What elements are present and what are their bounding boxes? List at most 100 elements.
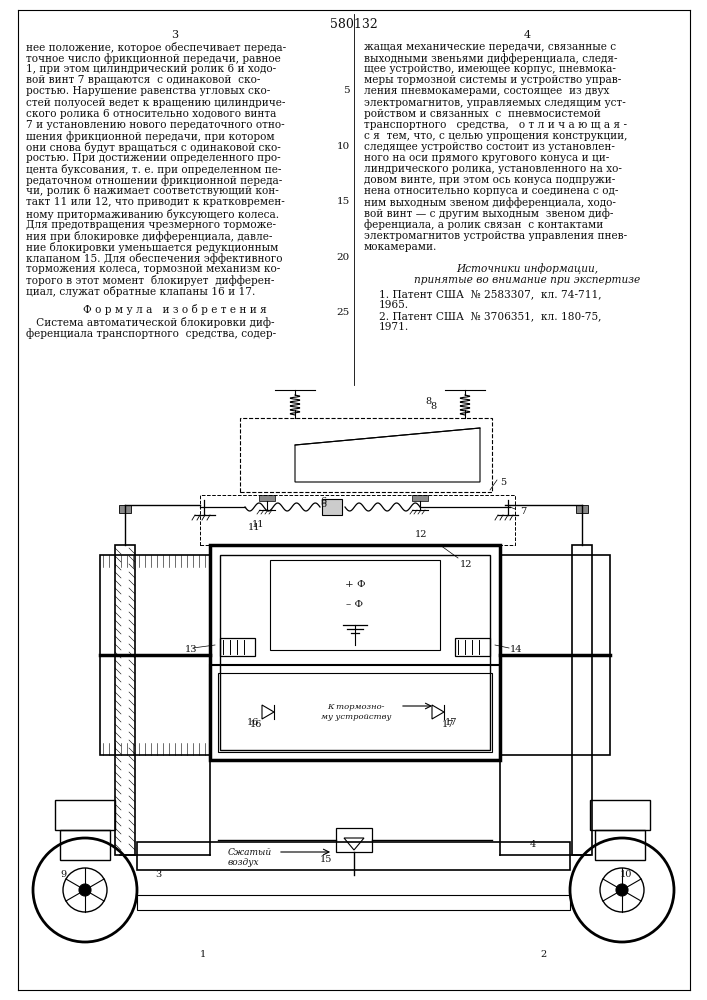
Text: циал, служат обратные клапаны 16 и 17.: циал, служат обратные клапаны 16 и 17. xyxy=(26,286,255,297)
Text: Система автоматической блокировки диф-: Система автоматической блокировки диф- xyxy=(26,317,274,328)
Bar xyxy=(220,638,255,656)
Text: клапаном 15. Для обеспечения эффективного: клапаном 15. Для обеспечения эффективног… xyxy=(26,253,283,264)
Text: ростью. При достижении определенного про-: ростью. При достижении определенного про… xyxy=(26,153,281,163)
Text: 1, при этом цилиндрический ролик 6 и ходо-: 1, при этом цилиндрический ролик 6 и ход… xyxy=(26,64,276,74)
Text: 13: 13 xyxy=(185,645,197,654)
Text: довом винте, при этом ось конуса подпружи-: довом винте, при этом ось конуса подпруж… xyxy=(364,175,615,185)
Text: нее положение, которое обеспечивает переда-: нее положение, которое обеспечивает пере… xyxy=(26,42,286,53)
Text: вой винт 7 вращаются  с одинаковой  ско-: вой винт 7 вращаются с одинаковой ско- xyxy=(26,75,260,85)
Text: торого в этот момент  блокирует  дифферен-: торого в этот момент блокирует дифферен- xyxy=(26,275,274,286)
Text: транспортного   средства,   о т л и ч а ю щ а я -: транспортного средства, о т л и ч а ю щ … xyxy=(364,120,627,130)
Text: 15: 15 xyxy=(337,197,350,206)
Text: 16: 16 xyxy=(247,718,259,727)
Text: 25: 25 xyxy=(337,308,350,317)
Text: воздух: воздух xyxy=(228,858,259,867)
Bar xyxy=(576,505,588,513)
Text: жащая механические передачи, связанные с: жащая механические передачи, связанные с xyxy=(364,42,616,52)
Text: электромагнитов устройства управления пнев-: электромагнитов устройства управления пн… xyxy=(364,231,627,241)
Text: 16: 16 xyxy=(250,720,262,729)
Text: Источники информации,: Источники информации, xyxy=(456,263,598,274)
Text: 2: 2 xyxy=(540,950,547,959)
Text: 17: 17 xyxy=(445,718,457,727)
Text: ления пневмокамерами, состоящее  из двух: ления пневмокамерами, состоящее из двух xyxy=(364,86,609,96)
Bar xyxy=(500,555,610,755)
Circle shape xyxy=(79,884,91,896)
Text: К тормозно-: К тормозно- xyxy=(327,703,385,711)
Text: ним выходным звеном дифференциала, ходо-: ним выходным звеном дифференциала, ходо- xyxy=(364,197,616,208)
Text: 5: 5 xyxy=(344,86,350,95)
Text: – Φ: – Φ xyxy=(346,600,363,609)
Text: 8: 8 xyxy=(430,402,436,411)
Text: 6: 6 xyxy=(320,497,326,506)
Bar xyxy=(240,418,492,492)
Bar xyxy=(137,842,570,870)
Bar xyxy=(210,545,500,760)
Text: щее устройство, имеющее корпус, пневмока-: щее устройство, имеющее корпус, пневмока… xyxy=(364,64,616,74)
Bar xyxy=(137,895,570,910)
Text: линдрического ролика, установленного на хо-: линдрического ролика, установленного на … xyxy=(364,164,622,174)
Text: такт 11 или 12, что приводит к кратковремен-: такт 11 или 12, что приводит к кратковре… xyxy=(26,197,285,207)
Text: 11: 11 xyxy=(248,523,260,532)
Text: стей полуосей ведет к вращению цилиндриче-: стей полуосей ведет к вращению цилиндрич… xyxy=(26,98,286,107)
Bar xyxy=(595,830,645,860)
Text: 3: 3 xyxy=(171,30,179,40)
Text: вой винт — с другим выходным  звеном диф-: вой винт — с другим выходным звеном диф- xyxy=(364,209,614,219)
Text: ростью. Нарушение равенства угловых ско-: ростью. Нарушение равенства угловых ско- xyxy=(26,86,270,96)
Text: с я  тем, что, с целью упрощения конструкции,: с я тем, что, с целью упрощения конструк… xyxy=(364,131,627,141)
Text: 12: 12 xyxy=(415,530,428,539)
Bar xyxy=(220,555,490,750)
Text: 10: 10 xyxy=(620,870,632,879)
Bar xyxy=(412,495,428,501)
Text: они снова будут вращаться с одинаковой ско-: они снова будут вращаться с одинаковой с… xyxy=(26,142,281,153)
Text: 2. Патент США  № 3706351,  кл. 180-75,: 2. Патент США № 3706351, кл. 180-75, xyxy=(379,311,602,321)
Text: 17: 17 xyxy=(442,720,455,729)
Text: цента буксования, т. е. при определенном пе-: цента буксования, т. е. при определенном… xyxy=(26,164,281,175)
Text: шения фрикционной передачи, при котором: шения фрикционной передачи, при котором xyxy=(26,131,274,142)
Bar xyxy=(259,495,275,501)
Text: + Φ: + Φ xyxy=(345,580,366,589)
Text: мокамерами.: мокамерами. xyxy=(364,242,438,252)
Text: Сжатый: Сжатый xyxy=(228,848,272,857)
Text: редаточном отношении фрикционной переда-: редаточном отношении фрикционной переда- xyxy=(26,175,282,186)
Bar xyxy=(200,495,515,545)
Text: ному притормаживанию буксующего колеса.: ному притормаживанию буксующего колеса. xyxy=(26,209,279,220)
Text: чи, ролик 6 нажимает соответствующий кон-: чи, ролик 6 нажимает соответствующий кон… xyxy=(26,186,279,196)
Text: точное число фрикционной передачи, равное: точное число фрикционной передачи, равно… xyxy=(26,53,281,64)
Text: 7 и установлению нового передаточного отно-: 7 и установлению нового передаточного от… xyxy=(26,120,285,130)
Text: торможения колеса, тормозной механизм ко-: торможения колеса, тормозной механизм ко… xyxy=(26,264,280,274)
Text: 9: 9 xyxy=(60,870,66,879)
Bar xyxy=(270,560,440,650)
Text: 6: 6 xyxy=(320,500,326,509)
Text: ния при блокировке дифференциала, давле-: ния при блокировке дифференциала, давле- xyxy=(26,231,272,242)
Text: 5: 5 xyxy=(500,478,506,487)
Text: нена относительно корпуса и соединена с од-: нена относительно корпуса и соединена с … xyxy=(364,186,619,196)
Text: 12: 12 xyxy=(460,560,472,569)
Text: 20: 20 xyxy=(337,253,350,262)
Text: ройством и связанных  с  пневмосистемой: ройством и связанных с пневмосистемой xyxy=(364,109,601,119)
Text: 1965.: 1965. xyxy=(379,300,409,310)
Text: ференциала, а ролик связан  с контактами: ференциала, а ролик связан с контактами xyxy=(364,220,603,230)
Text: меры тормозной системы и устройство управ-: меры тормозной системы и устройство упра… xyxy=(364,75,621,85)
Text: Ф о р м у л а   и з о б р е т е н и я: Ф о р м у л а и з о б р е т е н и я xyxy=(83,304,267,315)
Bar xyxy=(322,499,342,515)
Text: 11: 11 xyxy=(252,520,264,529)
Text: Для предотвращения чрезмерного торможе-: Для предотвращения чрезмерного торможе- xyxy=(26,220,276,230)
Bar xyxy=(590,800,650,830)
Text: 580132: 580132 xyxy=(330,18,378,31)
Bar xyxy=(119,505,131,513)
Text: выходными звеньями дифференциала, следя-: выходными звеньями дифференциала, следя- xyxy=(364,53,617,64)
Text: 7: 7 xyxy=(520,507,526,516)
Bar xyxy=(210,665,500,760)
Text: 10: 10 xyxy=(337,142,350,151)
Text: 14: 14 xyxy=(510,645,522,654)
Text: следящее устройство состоит из установлен-: следящее устройство состоит из установле… xyxy=(364,142,615,152)
Text: 4: 4 xyxy=(530,840,536,849)
Text: электромагнитов, управляемых следящим уст-: электромагнитов, управляемых следящим ус… xyxy=(364,98,626,107)
Text: ного на оси прямого кругового конуса и ци-: ного на оси прямого кругового конуса и ц… xyxy=(364,153,609,163)
Text: 15: 15 xyxy=(320,855,332,864)
Text: ференциала транспортного  средства, содер-: ференциала транспортного средства, содер… xyxy=(26,328,276,339)
Bar xyxy=(455,638,490,656)
Bar xyxy=(115,545,135,855)
Bar xyxy=(336,828,372,852)
Text: ского ролика 6 относительно ходового винта: ского ролика 6 относительно ходового вин… xyxy=(26,109,276,119)
